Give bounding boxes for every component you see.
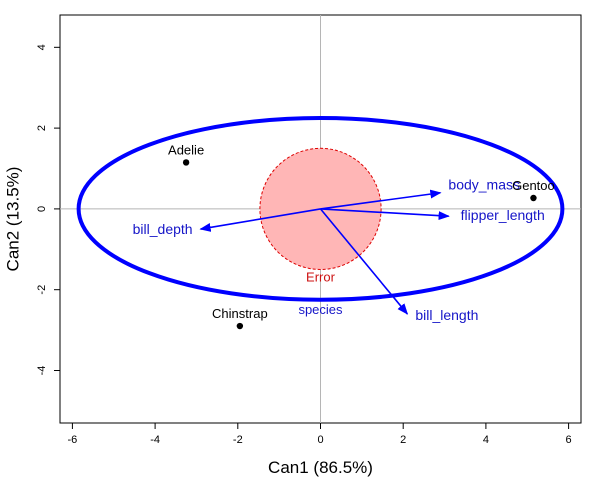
vector-body-mass [320, 189, 442, 210]
vector-label-bill-depth: bill_depth [133, 221, 193, 237]
y-tick-label: 0 [36, 206, 48, 212]
y-tick-label: 2 [36, 125, 48, 131]
x-tick-label: -4 [150, 434, 160, 446]
vector-bill-depth [199, 208, 321, 232]
point-chinstrap [236, 322, 244, 330]
x-axis: -6 -4 -2 0 2 4 6 [68, 423, 572, 446]
x-tick-label: 4 [483, 434, 489, 446]
group-means: Adelie Chinstrap Gentoo [168, 142, 555, 330]
point-label-gentoo: Gentoo [512, 178, 555, 193]
x-tick-label: -6 [68, 434, 78, 446]
vector-bill-length [319, 208, 409, 315]
vector-label-flipper-length: flipper_length [461, 207, 545, 223]
x-tick-label: 2 [400, 434, 406, 446]
y-axis-label: Can2 (13.5%) [3, 167, 22, 272]
x-tick-label: 0 [317, 434, 323, 446]
vector-label-bill-length: bill_length [415, 307, 478, 323]
species-label: species [298, 302, 343, 317]
x-tick-label: -2 [233, 434, 243, 446]
y-tick-label: -2 [36, 285, 48, 295]
y-tick-label: 4 [36, 44, 48, 50]
vector-flipper-length [320, 208, 450, 221]
x-axis-label: Can1 (86.5%) [268, 458, 373, 477]
point-label-chinstrap: Chinstrap [212, 306, 268, 321]
vector-label-body-mass: body_mass [448, 177, 520, 193]
species-ellipse [76, 116, 565, 302]
point-gentoo [530, 194, 537, 202]
variable-vectors: body_mass flipper_length bill_depth bill_le… [133, 177, 545, 323]
point-adelie [182, 159, 190, 166]
y-axis: -4 -2 0 2 4 [36, 44, 60, 375]
error-label: Error [306, 270, 336, 285]
x-tick-label: 6 [566, 434, 572, 446]
y-tick-label: -4 [36, 366, 48, 376]
point-label-adelie: Adelie [168, 142, 204, 157]
